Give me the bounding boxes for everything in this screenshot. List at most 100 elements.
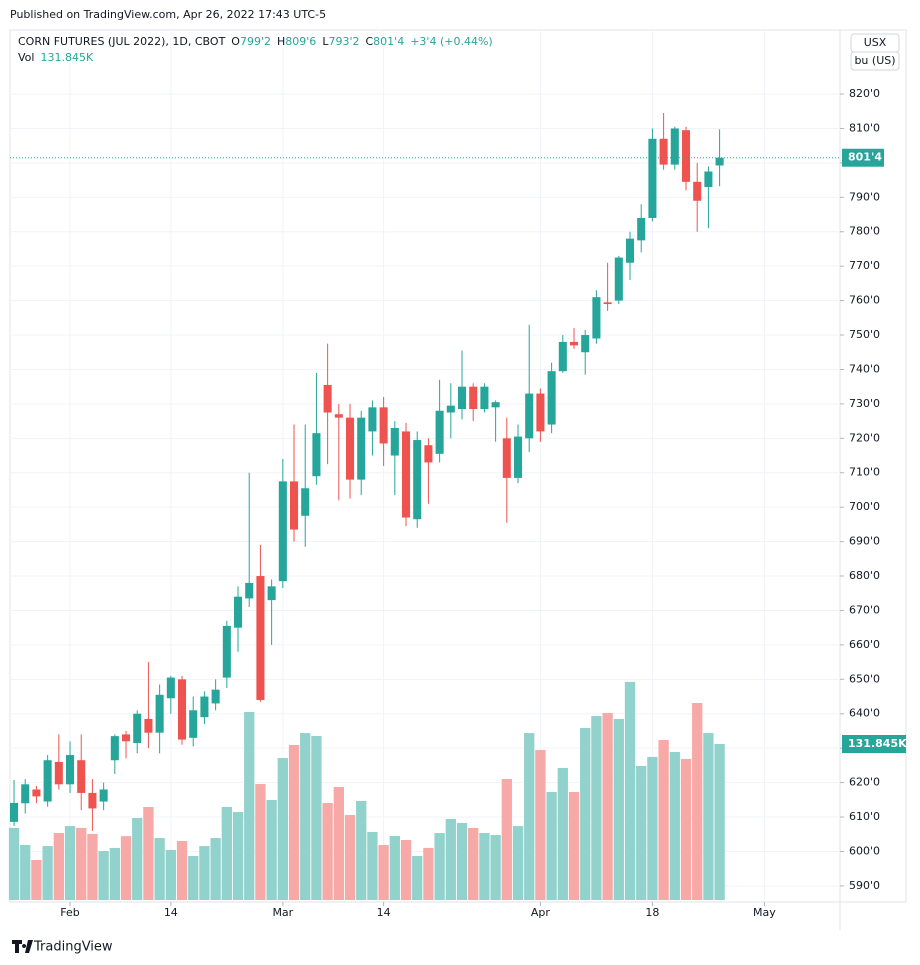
candle-body: [144, 718, 153, 733]
candle-body: [77, 760, 86, 793]
volume-bar: [535, 749, 546, 900]
candle-body: [480, 386, 489, 410]
volume-bar: [680, 758, 692, 900]
last-price-box: [842, 148, 884, 167]
legend-row: CORN FUTURES (JUL 2022), 1D, CBOT O799'2 H…: [18, 34, 493, 50]
legend-key: L: [322, 35, 329, 48]
candle-body: [177, 679, 187, 740]
candle-body: [245, 582, 254, 599]
volume-bar: [703, 733, 714, 900]
y-tick-label: 790'0: [849, 190, 880, 203]
volume-bar: [98, 851, 109, 900]
y-tick-label: 820'0: [849, 87, 880, 100]
volume-bar: [109, 847, 120, 900]
candle-body: [435, 410, 444, 454]
volume-bar: [490, 835, 501, 900]
volume-bar: [300, 733, 311, 900]
candle-body: [88, 792, 97, 809]
volume-bar: [658, 740, 669, 900]
volume-bar: [378, 844, 389, 900]
volume-bar: [154, 838, 165, 900]
brand: TradingView: [33, 940, 113, 955]
candle-body: [256, 576, 265, 700]
ohlc: O799'2 H809'6 L793'2 C801'4: [231, 35, 410, 48]
volume-bar: [322, 802, 333, 900]
candle-body: [424, 445, 433, 463]
volume-bar: [8, 827, 20, 900]
candle-body: [65, 755, 75, 785]
candle-body: [491, 402, 500, 408]
legend-key: C: [365, 35, 374, 48]
candles: [10, 112, 724, 831]
y-tick-label: 770'0: [849, 259, 880, 272]
candle-body: [681, 130, 691, 182]
legend-value: 809'6: [285, 35, 317, 48]
last-volume-box: [842, 735, 906, 754]
volume-bar: [120, 836, 132, 900]
candle-body: [110, 736, 119, 761]
y-tick-label: 650'0: [849, 672, 880, 685]
volume-bar: [132, 818, 143, 900]
volume-bar: [277, 758, 288, 900]
candle-body: [278, 481, 287, 582]
candle-body: [289, 481, 299, 530]
legend-value: 799'2: [239, 35, 271, 48]
volume-bar: [221, 807, 232, 900]
candle-body: [704, 171, 713, 187]
candle-body: [614, 257, 623, 301]
volume-bar: [479, 833, 490, 900]
candle-body: [121, 734, 131, 742]
volume-bar: [647, 756, 658, 900]
candle-body: [267, 586, 276, 601]
candle-body: [233, 596, 243, 628]
volume-bar: [53, 833, 64, 900]
volume-bar: [311, 736, 322, 900]
y-tick-label: 690'0: [849, 535, 880, 548]
volume-bar: [176, 840, 188, 900]
candle-body: [625, 238, 635, 263]
candle-body: [502, 438, 511, 478]
x-tick-label: May: [753, 906, 776, 919]
candle-body: [345, 417, 355, 480]
candle-body: [693, 181, 702, 201]
unit-box[interactable]: [850, 51, 900, 71]
candle-body: [155, 694, 164, 733]
candle-body: [670, 128, 679, 165]
legend-key: O: [231, 35, 240, 48]
y-tick-label: 600'0: [849, 844, 880, 857]
volume-bar: [210, 838, 221, 900]
change: +3'4 (+0.44%): [410, 35, 493, 48]
volume-bar: [244, 711, 255, 900]
unit[interactable]: bu (US): [854, 54, 895, 67]
volume-bar: [434, 833, 445, 900]
legend-value: 793'2: [328, 35, 360, 48]
candle-body: [334, 414, 343, 418]
last-price-label: 801'4: [848, 151, 882, 164]
candle-body: [323, 384, 332, 413]
candle-body: [569, 341, 579, 346]
candle-body: [189, 710, 198, 738]
volume-bar: [20, 844, 31, 900]
volume-bar: [389, 835, 400, 900]
volume-bar: [143, 807, 154, 900]
volume-bar: [31, 860, 42, 900]
volume-bars: [8, 681, 725, 900]
volume-bar: [568, 791, 580, 900]
candle-body: [43, 760, 52, 802]
x-tick-label: 14: [164, 906, 178, 919]
volume-bar: [165, 849, 176, 900]
volume-bar: [636, 765, 647, 900]
candle-body: [413, 440, 422, 520]
candle-body: [637, 217, 646, 241]
volume-bar: [42, 846, 53, 900]
volume-bar: [512, 826, 524, 900]
volume-bar: [669, 751, 680, 900]
y-tick-label: 610'0: [849, 810, 880, 823]
legend: CORN FUTURES (JUL 2022), 1D, CBOT O799'2 H…: [18, 34, 493, 66]
candle-body: [603, 302, 612, 305]
volume-bar: [64, 826, 76, 900]
symbol-title: CORN FUTURES (JUL 2022), 1D, CBOT: [18, 35, 226, 48]
volume-bar: [546, 791, 557, 900]
currency[interactable]: USX: [864, 36, 887, 49]
y-tick-label: 720'0: [849, 431, 880, 444]
